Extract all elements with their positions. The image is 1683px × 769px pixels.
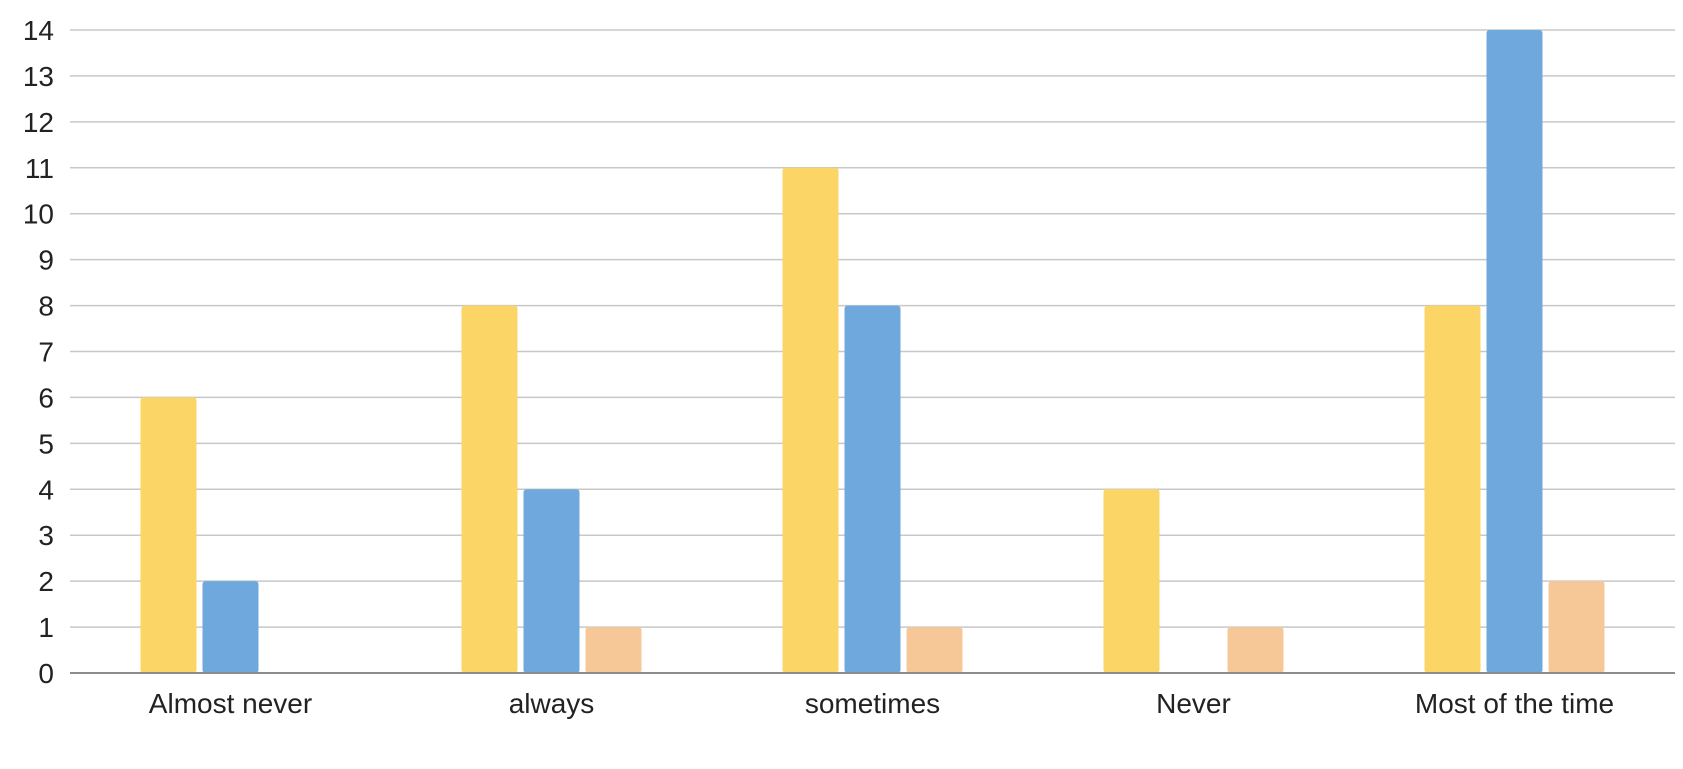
x-category-label: Almost never [149,688,312,719]
y-tick-label: 4 [38,474,54,505]
y-tick-label: 11 [25,153,54,184]
bar-series1-almost-never [140,397,197,673]
y-tick-label: 3 [38,520,54,551]
y-tick-label: 7 [38,337,54,368]
bar-series3-always [585,627,642,673]
bars [140,30,1605,674]
y-tick-label: 13 [23,61,54,92]
y-tick-label: 1 [38,612,54,643]
y-tick-label: 12 [23,107,54,138]
bar-series3-most-of-the-time [1548,581,1605,673]
x-category-label: sometimes [805,688,940,719]
y-tick-label: 14 [23,15,54,46]
bar-series3-sometimes [906,627,963,673]
bar-series1-sometimes [782,167,839,674]
y-tick-label: 10 [23,199,54,230]
y-tick-label: 2 [38,566,54,597]
bar-series2-always [523,489,580,673]
x-category-label: always [509,688,595,719]
bar-series1-never [1103,489,1160,673]
bar-series1-always [461,305,518,673]
y-tick-label: 5 [38,428,54,459]
y-tick-label: 6 [38,382,54,413]
y-tick-label: 0 [38,658,54,689]
bar-series2-most-of-the-time [1486,30,1543,673]
y-tick-label: 8 [38,291,54,322]
y-tick-label: 9 [38,245,54,276]
bar-series3-never [1227,627,1284,673]
bar-series1-most-of-the-time [1424,305,1481,673]
x-category-label: Most of the time [1415,688,1614,719]
bar-series2-sometimes [844,305,901,673]
bar-series2-almost-never [202,581,259,673]
x-category-label: Never [1156,688,1231,719]
